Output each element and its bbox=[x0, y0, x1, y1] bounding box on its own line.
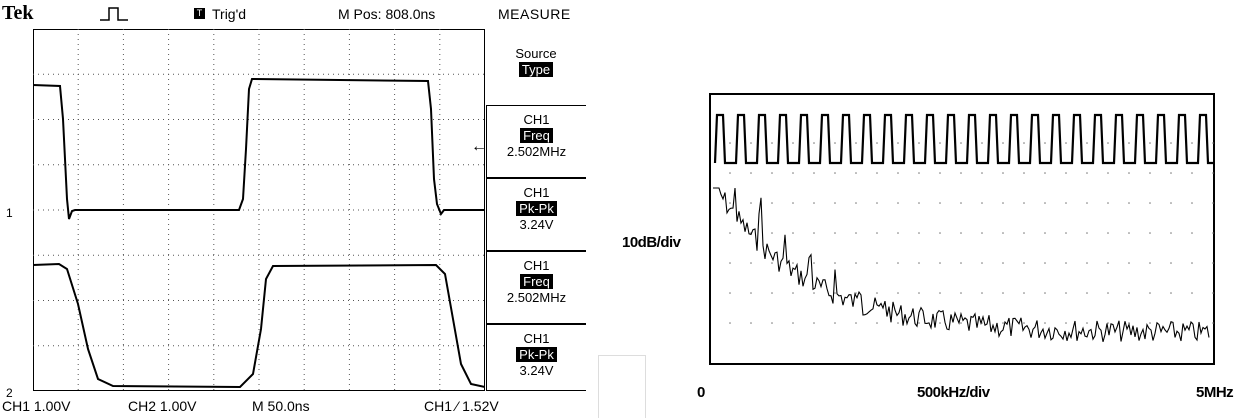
menu-item-source: CH1 bbox=[523, 112, 550, 127]
ch1-ground-marker: 1 bbox=[6, 206, 13, 220]
trigger-status: Trig'd bbox=[212, 6, 247, 22]
graticule-gridlines bbox=[33, 29, 485, 391]
spectrum-trace bbox=[713, 187, 1210, 342]
m-pos-readout: M Pos: 808.0ns bbox=[338, 6, 436, 22]
spectrum-x-end-label: 5MHz bbox=[1196, 384, 1234, 401]
spectrum-x-scale-label: 500kHz/div bbox=[917, 384, 990, 401]
brand-logo: Tek bbox=[2, 2, 34, 24]
trigger-level-arrow-icon: ← bbox=[471, 138, 487, 155]
time-domain-waveform bbox=[713, 113, 1215, 165]
menu-item-value: 2.502MHz bbox=[506, 290, 567, 305]
menu-item-type: Freq bbox=[520, 274, 553, 289]
menu-item-value: 2.502MHz bbox=[506, 144, 567, 159]
menu-item-label: Source bbox=[515, 46, 557, 61]
ch1-trace bbox=[33, 77, 485, 220]
pulse-icon bbox=[100, 7, 128, 21]
menu-item-measurement-3[interactable]: CH1 Freq 2.502MHz bbox=[486, 251, 586, 324]
menu-item-value: 3.24V bbox=[519, 217, 554, 232]
ch1-scale-readout: CH1 1.00V bbox=[2, 398, 71, 414]
blank-panel bbox=[598, 355, 646, 418]
menu-item-source: CH1 bbox=[523, 331, 550, 346]
spectrum-y-scale-label: 10dB/div bbox=[622, 234, 681, 251]
menu-item-type: Type bbox=[518, 62, 554, 77]
menu-item-value: 3.24V bbox=[519, 363, 554, 378]
spectrum-x-start-label: 0 bbox=[697, 384, 705, 401]
scope-graticule bbox=[33, 29, 485, 391]
menu-item-measurement-1[interactable]: CH1 Freq 2.502MHz bbox=[486, 105, 586, 178]
oscilloscope-display: Tek T Trig'd M Pos: 808.0ns MEASURE 1 2 … bbox=[0, 0, 590, 418]
menu-item-source: CH1 bbox=[523, 258, 550, 273]
menu-item-type: Pk-Pk bbox=[516, 347, 557, 362]
ch2-trace bbox=[33, 262, 485, 389]
ch2-scale-readout: CH2 1.00V bbox=[128, 398, 197, 414]
menu-item-source: CH1 bbox=[523, 185, 550, 200]
timebase-readout: M 50.0ns bbox=[252, 398, 310, 414]
trigger-icon: T bbox=[194, 8, 205, 19]
ch2-ground-marker: 2 bbox=[6, 386, 13, 400]
measure-menu-title: MEASURE bbox=[498, 6, 571, 22]
spectrum-plot bbox=[709, 93, 1215, 365]
measure-menu: Source Type CH1 Freq 2.502MHz CH1 Pk-Pk … bbox=[486, 29, 588, 391]
menu-item-measurement-2[interactable]: CH1 Pk-Pk 3.24V bbox=[486, 178, 586, 251]
spectrum-grid-dots bbox=[729, 142, 1214, 324]
menu-item-type: Pk-Pk bbox=[516, 201, 557, 216]
menu-item-measurement-4[interactable]: CH1 Pk-Pk 3.24V bbox=[486, 324, 586, 391]
menu-item-type: Freq bbox=[520, 128, 553, 143]
trigger-level-readout: CH1 ⁄ 1.52V bbox=[424, 398, 499, 414]
menu-item-source-type[interactable]: Source Type bbox=[486, 29, 586, 105]
